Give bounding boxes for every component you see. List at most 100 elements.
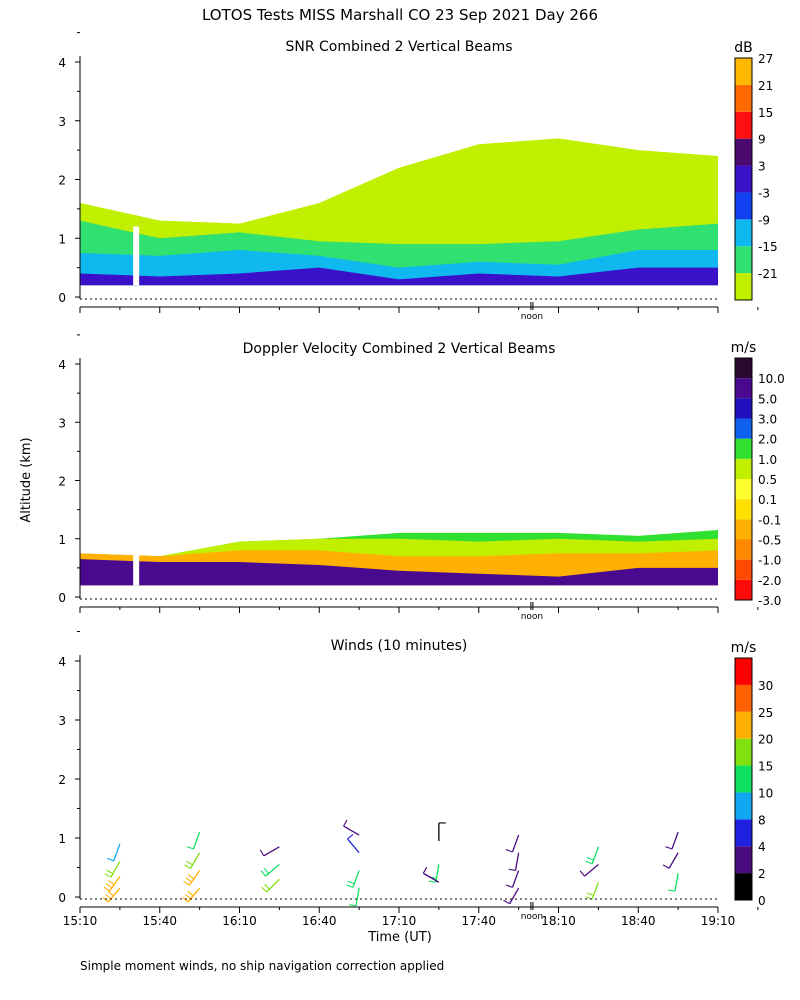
wind-barb-flag <box>503 899 510 905</box>
colorbar-label: 3 <box>758 160 766 174</box>
colorbar-label: 0.5 <box>758 473 777 487</box>
wind-barb-staff <box>511 834 520 853</box>
y-tick-label: 2 <box>58 174 66 188</box>
y-tick-label: 4 <box>58 56 66 70</box>
wind-barb <box>103 875 121 892</box>
y-tick-label: 3 <box>58 416 66 430</box>
wind-barb <box>505 870 520 888</box>
y-tick-label: 3 <box>58 714 66 728</box>
wind-barb-staff <box>514 852 520 871</box>
field-level-1 <box>80 559 718 586</box>
noon-label: noon <box>521 612 543 622</box>
wind-barb-staff <box>263 846 280 857</box>
noon-label: noon <box>521 312 543 322</box>
wind-barb-flag <box>105 883 113 889</box>
colorbar-label: 5.0 <box>758 392 777 406</box>
wind-barb-staff <box>668 852 679 869</box>
wind-barb <box>349 888 360 907</box>
wind-barb-staff <box>671 831 679 850</box>
colorbar-swatch <box>735 438 752 459</box>
wind-barb-staff <box>188 870 201 886</box>
wind-barb <box>438 822 446 841</box>
colorbar-swatch <box>735 138 752 166</box>
colorbar-swatch <box>735 765 752 793</box>
wind-barb <box>508 852 520 872</box>
colorbar-swatch <box>735 539 752 560</box>
colorbar-swatch <box>735 738 752 766</box>
wind-barb-flag <box>104 873 112 878</box>
field-level-1 <box>80 267 718 286</box>
wind-barb <box>347 834 360 854</box>
x-tick-label: 16:10 <box>222 914 257 928</box>
x-tick-label: 15:10 <box>63 914 98 928</box>
x-tick-label: 18:10 <box>541 914 576 928</box>
panel-1: SNR Combined 2 Vertical Beams 0 1 2 3 4 noon dB… <box>58 32 778 322</box>
wind-barb-flag <box>343 819 348 827</box>
y-tick-label: 2 <box>58 773 66 787</box>
colorbar-label: 27 <box>758 52 773 66</box>
y-axis-label: Altitude (km) <box>19 437 34 522</box>
wind-barb <box>668 873 679 892</box>
wind-barb-flag <box>106 857 114 862</box>
colorbar-units: m/s <box>731 640 757 656</box>
wind-barb <box>183 870 201 886</box>
wind-barb <box>662 852 679 869</box>
colorbar-swatch <box>735 398 752 419</box>
colorbar-swatch <box>735 846 752 874</box>
wind-barb <box>585 846 599 865</box>
colorbar-label: 30 <box>758 679 773 693</box>
colorbar-label: 15 <box>758 760 773 774</box>
wind-barb-flag <box>347 834 354 840</box>
wind-barb-flag <box>349 904 357 907</box>
wind-barb-flag <box>428 880 436 883</box>
y-tick-label: 1 <box>58 232 66 246</box>
colorbar-swatch <box>735 358 752 379</box>
colorbar-swatch <box>735 519 752 540</box>
wind-barb-staff <box>355 888 360 906</box>
panel-title: Winds (10 minutes) <box>331 638 468 654</box>
wind-barb-flag <box>186 860 193 866</box>
wind-barb-staff <box>422 872 440 883</box>
panel-title: SNR Combined 2 Vertical Beams <box>285 39 512 55</box>
wind-barb-staff <box>509 887 520 905</box>
colorbar-label: -21 <box>758 267 778 281</box>
x-tick-label: 18:40 <box>621 914 656 928</box>
wind-barb-staff <box>584 864 599 877</box>
wind-barb-flag <box>184 864 191 869</box>
x-tick-label: 17:10 <box>382 914 417 928</box>
wind-barb-staff <box>591 882 599 900</box>
wind-barb-flag <box>107 890 114 897</box>
wind-barb <box>260 864 280 877</box>
colorbar-swatch <box>735 792 752 820</box>
wind-barb <box>102 887 121 903</box>
wind-barb-staff <box>347 838 360 854</box>
wind-barb <box>261 878 280 893</box>
wind-barb-staff <box>109 875 121 892</box>
wind-barb-flag <box>665 846 673 850</box>
colorbar-label: 2.0 <box>758 433 777 447</box>
colorbar-swatch <box>735 378 752 399</box>
wind-barb-flag <box>186 846 194 850</box>
wind-barb-staff <box>352 870 360 888</box>
wind-barb-flag <box>187 890 194 897</box>
wind-barb <box>585 882 599 900</box>
y-tick-label: 3 <box>58 115 66 129</box>
wind-barb-flag <box>106 869 114 875</box>
x-tick-label: 16:40 <box>302 914 337 928</box>
colorbar-swatch <box>735 246 752 274</box>
wind-barb-flag <box>187 874 195 880</box>
colorbar-label: 3.0 <box>758 413 777 427</box>
wind-barb <box>503 887 520 905</box>
colorbar-swatch <box>735 873 752 900</box>
wind-barb-flag <box>183 880 190 886</box>
colorbar-frame <box>734 657 753 901</box>
colorbar-swatch <box>735 658 752 685</box>
colorbar-label: 25 <box>758 706 773 720</box>
y-tick-label: 1 <box>58 832 66 846</box>
wind-barb-flag <box>662 864 670 869</box>
wind-barb <box>579 864 599 877</box>
wind-barb-flag <box>185 877 192 883</box>
wind-barb <box>106 843 121 862</box>
panel-3: Winds (10 minutes) 0 1 2 3 4 15:10 15:40 16:10 16… <box>58 631 773 928</box>
colorbar-label: 10.0 <box>758 372 785 386</box>
